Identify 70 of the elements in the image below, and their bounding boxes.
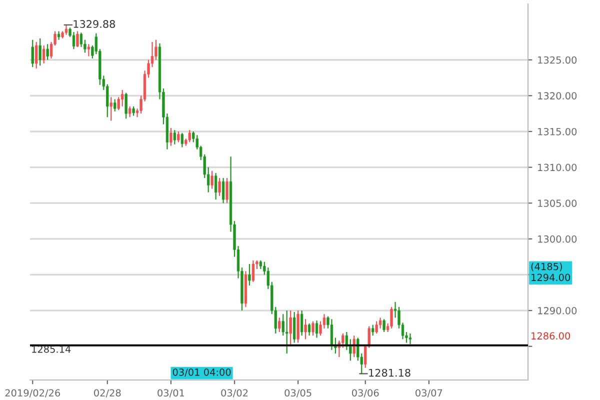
candlestick bbox=[170, 127, 172, 146]
candlestick bbox=[226, 177, 228, 204]
candlestick bbox=[252, 260, 255, 282]
y-tick-label: 1325.00 bbox=[538, 56, 577, 64]
candlestick bbox=[300, 310, 304, 336]
candlestick bbox=[278, 317, 281, 333]
ref-line-label: 1285.14 bbox=[32, 346, 71, 353]
candlestick bbox=[173, 129, 176, 145]
candlestick bbox=[372, 324, 374, 336]
candlestick bbox=[378, 317, 382, 329]
candlestick bbox=[315, 320, 318, 338]
candlestick bbox=[46, 44, 49, 60]
candlestick bbox=[375, 320, 378, 334]
x-tick-label: 02/28 bbox=[94, 389, 121, 398]
text: 1286.00 bbox=[532, 332, 570, 340]
x-tick-label: 03/01 bbox=[158, 389, 184, 398]
annotation: 03/01 04:00 bbox=[172, 368, 231, 377]
candlestick bbox=[76, 30, 79, 48]
candlestick bbox=[289, 310, 292, 347]
candlestick bbox=[390, 306, 393, 329]
candlestick bbox=[132, 106, 135, 116]
candlestick bbox=[42, 44, 46, 64]
candlestick bbox=[330, 318, 334, 350]
text: (4185) 1294.00 bbox=[531, 262, 570, 282]
candlestick bbox=[124, 92, 128, 120]
candlestick bbox=[352, 335, 356, 358]
candlestick bbox=[214, 172, 218, 200]
candlestick bbox=[188, 129, 191, 143]
candlestick bbox=[87, 44, 90, 57]
x-tick-label: 03/07 bbox=[416, 389, 442, 398]
candlestick bbox=[312, 320, 314, 336]
candlestick bbox=[35, 41, 38, 70]
candlestick bbox=[80, 32, 83, 48]
candlestick bbox=[117, 96, 120, 111]
y-tick-label: 1310.00 bbox=[538, 164, 577, 172]
x-tick-label: 2019/02/26 bbox=[5, 389, 60, 398]
y-tick-label: 1300.00 bbox=[538, 235, 577, 243]
candlestick bbox=[342, 332, 344, 348]
candlestick bbox=[408, 332, 412, 345]
candlestick bbox=[218, 177, 221, 196]
candlestick bbox=[282, 314, 284, 336]
y-tick-label: 1315.00 bbox=[538, 128, 577, 136]
annotation: 1329.88 bbox=[74, 20, 115, 28]
annotation: 1281.18 bbox=[369, 368, 410, 377]
y-tick-label: 1290.00 bbox=[538, 307, 577, 314]
x-tick-label: 03/06 bbox=[352, 389, 379, 398]
candlestick bbox=[248, 263, 251, 286]
candlestick bbox=[128, 106, 132, 118]
x-tick-label: 03/05 bbox=[284, 389, 312, 398]
y-tick-label: 1305.00 bbox=[538, 200, 577, 207]
y-tick-label: 1320.00 bbox=[538, 92, 577, 100]
candlestick bbox=[180, 132, 184, 148]
candlestick bbox=[64, 24, 68, 36]
candlestick bbox=[349, 338, 352, 362]
candlestick bbox=[286, 310, 288, 354]
candlestick bbox=[114, 98, 116, 112]
candlestick bbox=[382, 318, 386, 333]
candlestick bbox=[110, 96, 112, 122]
candlestick bbox=[121, 89, 124, 107]
candlestick bbox=[345, 331, 348, 350]
candlestick bbox=[210, 170, 214, 190]
candlestick bbox=[31, 39, 34, 68]
x-tick-label: 03/02 bbox=[221, 389, 248, 398]
candlestick bbox=[304, 318, 307, 340]
candlestick bbox=[177, 130, 180, 143]
candlestick bbox=[72, 31, 76, 50]
candlestick bbox=[308, 322, 311, 336]
candlestick bbox=[292, 311, 296, 344]
candlestick bbox=[222, 177, 225, 204]
candlestick bbox=[38, 38, 42, 66]
